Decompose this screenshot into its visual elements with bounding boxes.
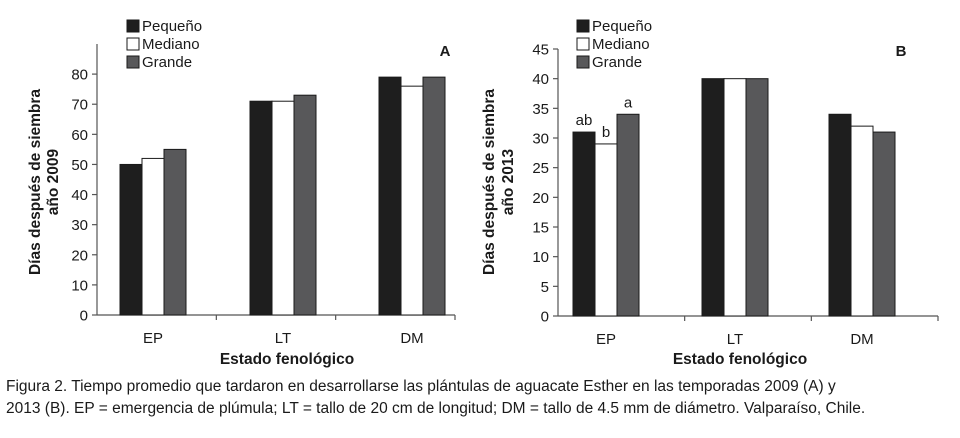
bar-dm-grande (422, 76, 446, 316)
legend-label: Grande (592, 54, 642, 71)
y-tick-label: 20 (71, 247, 88, 264)
y-tick-label: 70 (71, 97, 88, 114)
y-tick-label: 40 (532, 71, 549, 88)
bar-lt-grande (293, 94, 317, 316)
panel-label: B (896, 43, 907, 60)
bar-lt-mediano (271, 100, 295, 316)
y-tick-label: 60 (71, 127, 88, 144)
y-tick-label: 35 (532, 101, 549, 118)
bar-dm-pequeno (828, 113, 852, 317)
legend-swatch (576, 55, 590, 69)
figure-caption: Figura 2. Tiempo promedio que tardaron e… (6, 376, 956, 420)
bar-ep-mediano (141, 157, 165, 316)
y-tick-label: 40 (71, 187, 88, 204)
legend-label: Pequeño (592, 18, 652, 35)
y-tick-label: 0 (80, 308, 88, 325)
y-tick-label: 80 (71, 67, 88, 84)
legend-label: Grande (142, 54, 192, 71)
legend-label: Pequeño (142, 18, 202, 35)
x-tick-label: LT (727, 331, 743, 348)
y-axis-title: Días después de siembra (481, 89, 498, 275)
x-axis-title: Estado fenológico (220, 351, 354, 368)
data-label: ab (576, 112, 593, 129)
bar-lt-mediano (723, 78, 747, 317)
bar-lt-grande (745, 78, 769, 317)
data-label: b (602, 124, 610, 141)
y-tick-label: 50 (71, 157, 88, 174)
bar-lt-pequeno (249, 100, 273, 316)
bar-dm-mediano (400, 85, 424, 316)
x-tick-label: EP (143, 330, 163, 347)
data-label: a (624, 94, 633, 111)
x-tick-label: DM (400, 330, 423, 347)
bar-ep-grande (616, 113, 640, 317)
y-axis-title-year: año 2013 (500, 148, 517, 215)
y-tick-label: 30 (71, 217, 88, 234)
y-tick-label: 15 (532, 220, 549, 237)
x-axis-title: Estado fenológico (673, 351, 807, 368)
legend-swatch (126, 19, 140, 33)
bar-ep-pequeno (572, 131, 596, 317)
panel-label: A (440, 43, 451, 60)
y-tick-label: 10 (71, 277, 88, 294)
y-tick-label: 10 (532, 249, 549, 266)
y-axis-title-year: año 2009 (45, 148, 62, 215)
y-tick-label: 25 (532, 160, 549, 177)
legend-label: Mediano (142, 36, 200, 53)
bar-dm-grande (872, 131, 896, 317)
y-tick-label: 5 (541, 279, 549, 296)
legend-swatch (126, 55, 140, 69)
y-tick-label: 45 (532, 42, 549, 59)
y-tick-label: 20 (532, 190, 549, 207)
bar-dm-pequeno (378, 76, 402, 316)
legend-swatch (576, 19, 590, 33)
y-tick-label: 0 (541, 309, 549, 326)
bar-ep-mediano (594, 143, 618, 317)
x-tick-label: EP (596, 331, 616, 348)
x-tick-label: LT (275, 330, 291, 347)
caption-line-2: 2013 (B). EP = emergencia de plúmula; LT… (6, 400, 866, 417)
x-tick-label: DM (850, 331, 873, 348)
bar-ep-grande (163, 148, 187, 316)
chart-panel-a: 0 10 20 30 40 50 60 70 80 EP LT DM Días después de s… (27, 18, 456, 368)
legend-label: Mediano (592, 36, 650, 53)
legend-swatch (576, 37, 590, 51)
bar-ep-pequeno (119, 163, 143, 316)
caption-line-1: Figura 2. Tiempo promedio que tardaron e… (6, 378, 836, 395)
bar-dm-mediano (850, 125, 874, 317)
y-tick-label: 30 (532, 131, 549, 148)
legend-swatch (126, 37, 140, 51)
y-axis-title: Días después de siembra (27, 89, 44, 275)
bar-lt-pequeno (701, 78, 725, 317)
